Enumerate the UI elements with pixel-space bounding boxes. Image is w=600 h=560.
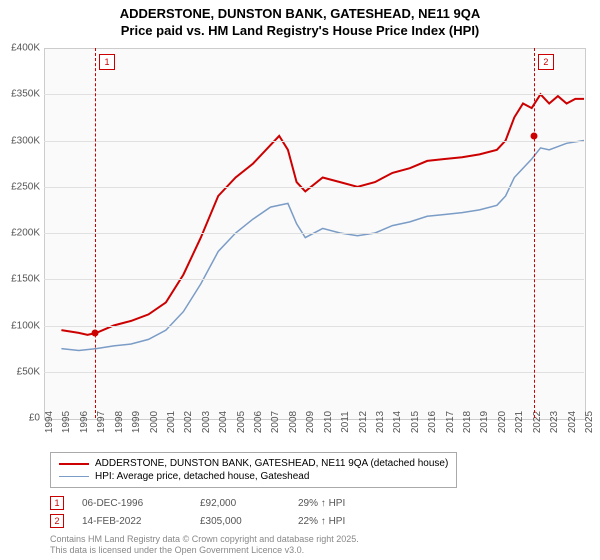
xtick-label: 2002 bbox=[183, 411, 194, 433]
ytick-label: £250K bbox=[0, 181, 40, 192]
xtick-label: 1997 bbox=[96, 411, 107, 433]
ytick-label: £200K bbox=[0, 228, 40, 239]
marker-notes: 1 06-DEC-1996 £92,000 29% ↑ HPI 2 14-FEB… bbox=[50, 494, 345, 530]
note-pct-1: 29% ↑ HPI bbox=[298, 498, 345, 509]
note-date-2: 14-FEB-2022 bbox=[82, 516, 182, 527]
gridline bbox=[44, 233, 584, 234]
note-row-2: 2 14-FEB-2022 £305,000 22% ↑ HPI bbox=[50, 512, 345, 530]
xtick-label: 2023 bbox=[549, 411, 560, 433]
marker-label-1: 1 bbox=[99, 54, 115, 70]
legend-label-price: ADDERSTONE, DUNSTON BANK, GATESHEAD, NE1… bbox=[95, 458, 448, 469]
ytick-label: £350K bbox=[0, 89, 40, 100]
xtick-label: 2012 bbox=[358, 411, 369, 433]
xtick-label: 1994 bbox=[44, 411, 55, 433]
ytick-label: £400K bbox=[0, 43, 40, 54]
xtick-label: 2011 bbox=[340, 411, 351, 433]
xtick-label: 2001 bbox=[166, 411, 177, 433]
marker-dot-1 bbox=[92, 329, 99, 336]
xtick-label: 2008 bbox=[288, 411, 299, 433]
title-line1: ADDERSTONE, DUNSTON BANK, GATESHEAD, NE1… bbox=[0, 6, 600, 23]
legend-swatch-hpi bbox=[59, 476, 89, 478]
xtick-label: 2016 bbox=[427, 411, 438, 433]
ytick-label: £300K bbox=[0, 135, 40, 146]
note-row-1: 1 06-DEC-1996 £92,000 29% ↑ HPI bbox=[50, 494, 345, 512]
marker-vline-1 bbox=[95, 48, 96, 418]
xtick-label: 1995 bbox=[61, 411, 72, 433]
ytick-label: £100K bbox=[0, 320, 40, 331]
gridline bbox=[44, 187, 584, 188]
gridline bbox=[44, 326, 584, 327]
copyright: Contains HM Land Registry data © Crown c… bbox=[50, 534, 359, 556]
note-price-1: £92,000 bbox=[200, 498, 280, 509]
marker-label-2: 2 bbox=[538, 54, 554, 70]
xtick-label: 2005 bbox=[236, 411, 247, 433]
xtick-label: 2003 bbox=[201, 411, 212, 433]
note-price-2: £305,000 bbox=[200, 516, 280, 527]
xtick-label: 2014 bbox=[392, 411, 403, 433]
title-line2: Price paid vs. HM Land Registry's House … bbox=[0, 23, 600, 40]
gridline bbox=[44, 141, 584, 142]
legend-label-hpi: HPI: Average price, detached house, Gate… bbox=[95, 471, 309, 482]
xtick-label: 2006 bbox=[253, 411, 264, 433]
gridline bbox=[44, 372, 584, 373]
legend-item-price: ADDERSTONE, DUNSTON BANK, GATESHEAD, NE1… bbox=[59, 457, 448, 470]
legend-item-hpi: HPI: Average price, detached house, Gate… bbox=[59, 470, 448, 483]
xtick-label: 2004 bbox=[218, 411, 229, 433]
ytick-label: £150K bbox=[0, 274, 40, 285]
xtick-label: 2020 bbox=[497, 411, 508, 433]
xtick-label: 2013 bbox=[375, 411, 386, 433]
xtick-label: 1999 bbox=[131, 411, 142, 433]
xtick-label: 2025 bbox=[584, 411, 595, 433]
chart-container: ADDERSTONE, DUNSTON BANK, GATESHEAD, NE1… bbox=[0, 0, 600, 560]
xtick-label: 2018 bbox=[462, 411, 473, 433]
xtick-label: 1998 bbox=[114, 411, 125, 433]
xtick-label: 2021 bbox=[514, 411, 525, 433]
copyright-line2: This data is licensed under the Open Gov… bbox=[50, 545, 359, 556]
note-box-1: 1 bbox=[50, 496, 64, 510]
xtick-label: 2017 bbox=[445, 411, 456, 433]
marker-dot-2 bbox=[530, 132, 537, 139]
marker-vline-2 bbox=[534, 48, 535, 418]
legend-swatch-price bbox=[59, 463, 89, 465]
xtick-label: 2000 bbox=[149, 411, 160, 433]
ytick-label: £50K bbox=[0, 366, 40, 377]
series-price bbox=[61, 94, 584, 334]
xtick-label: 2024 bbox=[567, 411, 578, 433]
note-box-2: 2 bbox=[50, 514, 64, 528]
chart-title: ADDERSTONE, DUNSTON BANK, GATESHEAD, NE1… bbox=[0, 0, 600, 40]
xtick-label: 2019 bbox=[479, 411, 490, 433]
series-hpi bbox=[61, 141, 584, 351]
ytick-label: £0 bbox=[0, 413, 40, 424]
xtick-label: 2007 bbox=[270, 411, 281, 433]
legend: ADDERSTONE, DUNSTON BANK, GATESHEAD, NE1… bbox=[50, 452, 457, 488]
gridline bbox=[44, 94, 584, 95]
note-date-1: 06-DEC-1996 bbox=[82, 498, 182, 509]
note-pct-2: 22% ↑ HPI bbox=[298, 516, 345, 527]
copyright-line1: Contains HM Land Registry data © Crown c… bbox=[50, 534, 359, 545]
xtick-label: 2015 bbox=[410, 411, 421, 433]
xtick-label: 2009 bbox=[305, 411, 316, 433]
gridline bbox=[44, 279, 584, 280]
xtick-label: 2010 bbox=[323, 411, 334, 433]
xtick-label: 1996 bbox=[79, 411, 90, 433]
